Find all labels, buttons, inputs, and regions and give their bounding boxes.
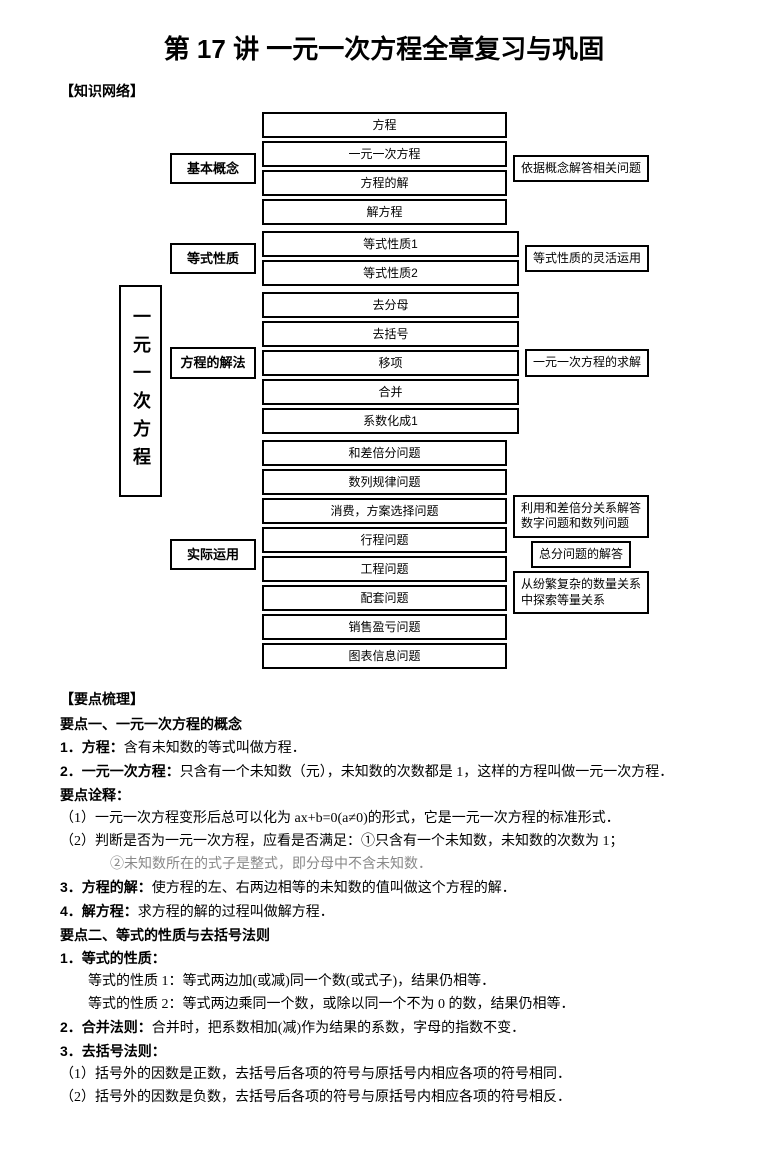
branch-label: 等式性质	[170, 243, 256, 275]
right-box: 总分问题的解答	[531, 541, 631, 569]
equality-props-heading: 1．等式的性质：	[60, 948, 708, 969]
branch-label: 基本概念	[170, 153, 256, 185]
text: 含有未知数的等式叫做方程．	[124, 741, 306, 756]
point-equation: 1．方程：含有未知数的等式叫做方程．	[60, 737, 708, 759]
text: 合并时，把系数相加(减)作为结果的系数，字母的指数不变．	[152, 1021, 525, 1036]
right-box: 从纷繁复杂的数量关系中探索等量关系	[513, 571, 649, 614]
label: 3．方程的解：	[60, 879, 152, 895]
point-linear-eq: 2．一元一次方程：只含有一个未知数（元），未知数的次数都是 1，这样的方程叫做一…	[60, 761, 708, 783]
mid-box: 和差倍分问题	[262, 440, 507, 466]
keypoint-2-heading: 要点二、等式的性质与去括号法则	[60, 925, 708, 946]
interpretation-2: （2）判断是否为一元一次方程，应看是否满足：①只含有一个未知数，未知数的次数为 …	[60, 831, 708, 852]
combine-rule: 2．合并法则：合并时，把系数相加(减)作为结果的系数，字母的指数不变．	[60, 1017, 708, 1039]
diagram-branches: 基本概念 方程 一元一次方程 方程的解 解方程 依据概念解答相关问题 等式性质 …	[170, 112, 649, 669]
right-box: 等式性质的灵活运用	[525, 245, 649, 273]
right-box: 一元一次方程的求解	[525, 349, 649, 377]
mid-box: 合并	[262, 379, 519, 405]
interpretation-heading: 要点诠释：	[60, 785, 708, 806]
label: 1．方程：	[60, 739, 124, 755]
mid-box: 等式性质1	[262, 231, 519, 257]
text: 使方程的左、右两边相等的未知数的值叫做这个方程的解．	[152, 881, 516, 896]
interpretation-2b: ②未知数所在的式子是整式，即分母中不含未知数．	[60, 854, 708, 875]
section-keypoints: 【要点梳理】	[60, 689, 708, 710]
interpretation-1: （1）一元一次方程变形后总可以化为 ax+b=0(a≠0)的形式，它是一元一次方…	[60, 808, 708, 829]
equality-prop-2: 等式的性质 2：等式两边乘同一个数，或除以同一个不为 0 的数，结果仍相等．	[60, 994, 708, 1015]
keypoint-1-heading: 要点一、一元一次方程的概念	[60, 714, 708, 735]
mid-box: 方程	[262, 112, 507, 138]
page-title: 第 17 讲 一元一次方程全章复习与巩固	[60, 30, 708, 69]
mid-box: 解方程	[262, 199, 507, 225]
section-knowledge-network: 【知识网络】	[60, 81, 708, 102]
text: 求方程的解的过程叫做解方程．	[138, 905, 334, 920]
point-solving: 4．解方程：求方程的解的过程叫做解方程．	[60, 901, 708, 923]
right-box: 依据概念解答相关问题	[513, 155, 649, 183]
mid-box: 数列规律问题	[262, 469, 507, 495]
right-box: 利用和差倍分关系解答数字问题和数列问题	[513, 495, 649, 538]
label: 2．一元一次方程：	[60, 763, 180, 779]
branch-equality: 等式性质 等式性质1 等式性质2 等式性质的灵活运用	[170, 231, 649, 286]
mid-box: 去括号	[262, 321, 519, 347]
mid-box: 消费，方案选择问题	[262, 498, 507, 524]
mid-box: 图表信息问题	[262, 643, 507, 669]
bracket-rule-1: （1）括号外的因数是正数，去括号后各项的符号与原括号内相应各项的符号相同．	[60, 1064, 708, 1085]
equality-prop-1: 等式的性质 1：等式两边加(或减)同一个数(或式子)，结果仍相等．	[60, 971, 708, 992]
label: 4．解方程：	[60, 903, 138, 919]
mid-box: 系数化成1	[262, 408, 519, 434]
diagram-root: 一元一次方程	[119, 285, 162, 497]
mid-box: 等式性质2	[262, 260, 519, 286]
bracket-rule-2: （2）括号外的因数是负数，去括号后各项的符号与原括号内相应各项的符号相反．	[60, 1087, 708, 1108]
branch-solve: 方程的解法 去分母 去括号 移项 合并 系数化成1 一元一次方程的求解	[170, 292, 649, 434]
mid-box: 销售盈亏问题	[262, 614, 507, 640]
mid-box: 行程问题	[262, 527, 507, 553]
branch-label: 实际运用	[170, 539, 256, 571]
point-solution: 3．方程的解：使方程的左、右两边相等的未知数的值叫做这个方程的解．	[60, 877, 708, 899]
mid-box: 方程的解	[262, 170, 507, 196]
mid-box: 一元一次方程	[262, 141, 507, 167]
bracket-rule-heading: 3．去括号法则：	[60, 1041, 708, 1062]
text: 只含有一个未知数（元），未知数的次数都是 1，这样的方程叫做一元一次方程．	[180, 765, 674, 780]
branch-apply: 实际运用 和差倍分问题 数列规律问题 消费，方案选择问题 行程问题 工程问题 配…	[170, 440, 649, 669]
label: 2．合并法则：	[60, 1019, 152, 1035]
branch-basic: 基本概念 方程 一元一次方程 方程的解 解方程 依据概念解答相关问题	[170, 112, 649, 225]
mid-box: 移项	[262, 350, 519, 376]
mid-box: 去分母	[262, 292, 519, 318]
knowledge-diagram: 一元一次方程 基本概念 方程 一元一次方程 方程的解 解方程 依据概念解答相关问…	[119, 112, 649, 669]
mid-box: 工程问题	[262, 556, 507, 582]
mid-box: 配套问题	[262, 585, 507, 611]
branch-label: 方程的解法	[170, 347, 256, 379]
